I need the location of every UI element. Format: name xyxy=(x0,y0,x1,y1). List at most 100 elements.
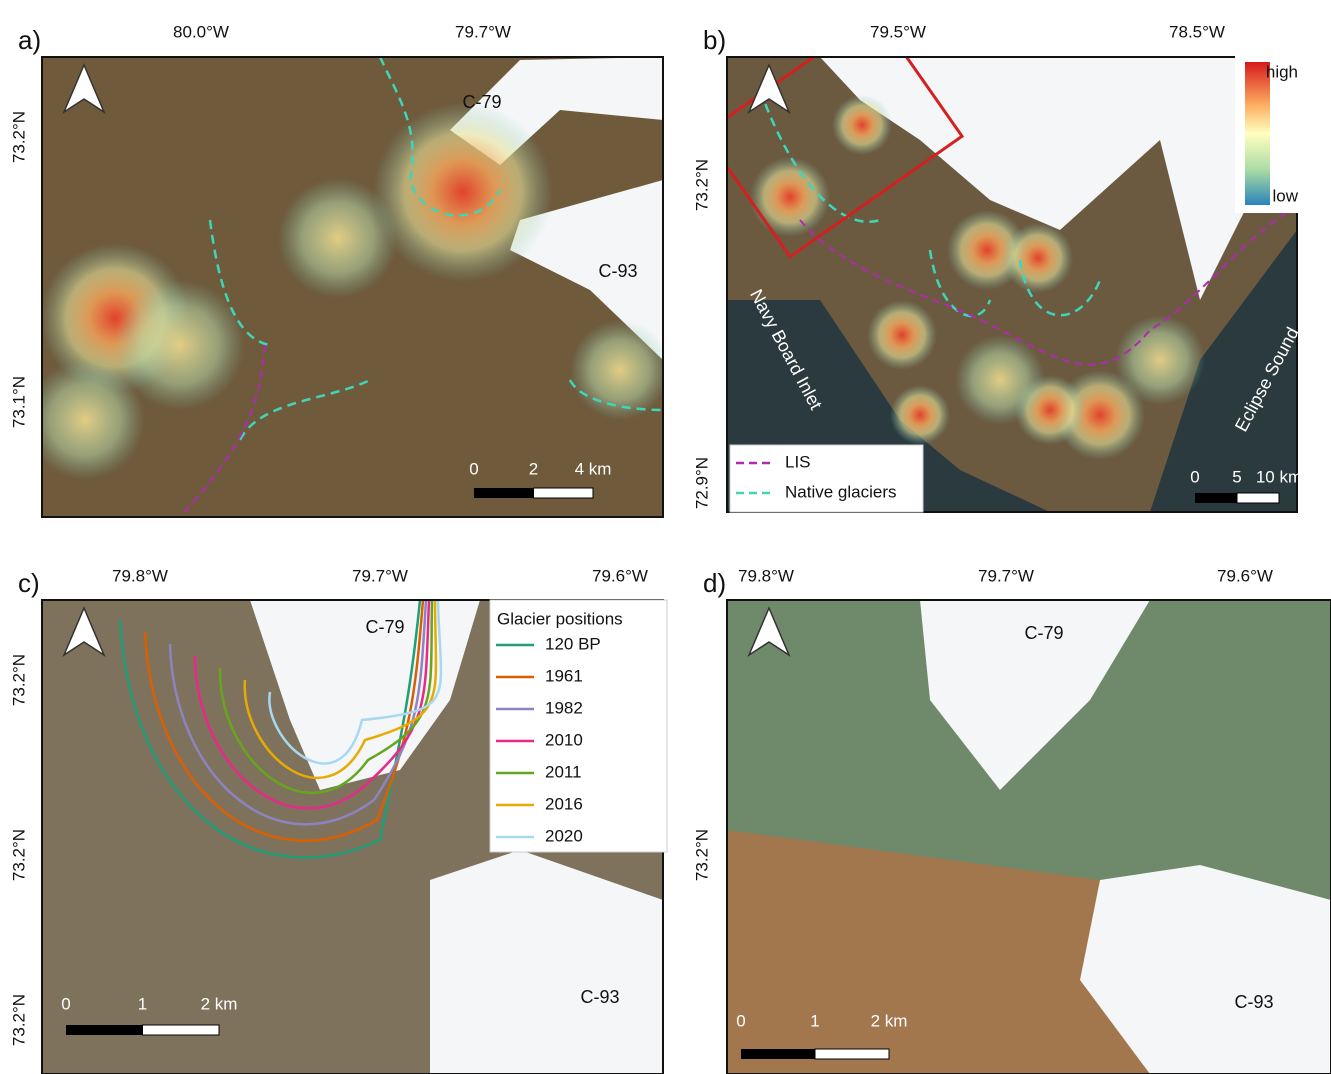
scale-label: 0 xyxy=(469,459,478,478)
legend-label: 2020 xyxy=(545,826,583,845)
native-glacier-outline xyxy=(208,57,663,441)
glacier-position xyxy=(118,600,422,859)
lat-tick-label: 72.9°N xyxy=(692,457,711,509)
glacier-position xyxy=(193,600,431,810)
scale-label: 1 xyxy=(810,1011,819,1030)
place-name: C-93 xyxy=(598,261,637,281)
lat-tick-label: 73.2°N xyxy=(692,829,711,881)
legend-label: 1982 xyxy=(545,698,583,717)
lat-tick-label: 73.2°N xyxy=(9,994,28,1046)
lat-tick-label: 73.1°N xyxy=(9,376,28,428)
place-name: C-93 xyxy=(1234,992,1273,1012)
north-arrow xyxy=(62,606,106,657)
scale-label: 2 km xyxy=(871,1011,908,1030)
panel: a) 80.0°W 79.7°W 73.2°N 73.1°N C-79 C-93 0 2 4 km xyxy=(9,22,664,518)
panel-label: a) xyxy=(18,25,41,55)
lon-tick-label: 79.7°W xyxy=(455,22,511,41)
scale-bar-black xyxy=(474,488,534,498)
glacier xyxy=(430,850,663,1074)
scale-label: 10 km xyxy=(1256,467,1302,486)
legend-label: LIS xyxy=(785,452,811,471)
scale-bar-black xyxy=(741,1049,815,1059)
scale-label: 0 xyxy=(61,994,70,1013)
map-frame xyxy=(726,56,1298,513)
map-frame xyxy=(726,599,1331,1074)
glacier-position xyxy=(268,600,443,765)
legend-label: Native glaciers xyxy=(785,482,897,501)
heat-blob xyxy=(570,320,663,420)
heat-blob xyxy=(750,157,830,237)
lon-tick-label: 79.6°W xyxy=(592,566,648,585)
legend-label: 2016 xyxy=(545,794,583,813)
heat-blob xyxy=(373,102,553,282)
heat-blob xyxy=(1003,223,1073,293)
lon-tick-label: 79.8°W xyxy=(112,566,168,585)
scale-bar-black xyxy=(66,1025,143,1035)
panel-label: d) xyxy=(703,568,726,598)
scale-label: 1 xyxy=(138,994,147,1013)
sea xyxy=(727,230,1297,512)
north-arrow xyxy=(62,63,106,114)
lon-tick-label: 79.5°W xyxy=(870,22,926,41)
legend-box xyxy=(489,599,668,853)
legend-label: 1961 xyxy=(545,666,583,685)
heat-blob xyxy=(890,385,950,445)
map-frame xyxy=(41,56,664,518)
scale-bar-white xyxy=(142,1024,220,1036)
north-arrow xyxy=(747,606,791,657)
scale-label: 2 km xyxy=(201,994,238,1013)
map xyxy=(727,57,1297,512)
colorbar-label: high xyxy=(1266,62,1298,81)
lis-outline xyxy=(179,344,266,517)
scale-bar-white xyxy=(533,487,594,499)
glacier xyxy=(920,600,1150,790)
lis-outline xyxy=(799,209,1291,366)
heat-blob xyxy=(115,280,245,410)
inset-box xyxy=(727,57,965,259)
panel-label: b) xyxy=(703,25,726,55)
panel: c) 79.8°W 79.7°W 79.6°W 73.2°N 73.2°N 73.2°N C-… xyxy=(9,566,668,1074)
lon-tick-label: 79.6°W xyxy=(1217,566,1273,585)
heat-blob xyxy=(955,335,1045,425)
lat-tick-label: 73.2°N xyxy=(9,654,28,706)
colorbar xyxy=(1245,62,1270,205)
glacier xyxy=(820,57,1297,300)
legend-label: 120 BP xyxy=(545,634,601,653)
glacier xyxy=(1080,865,1331,1074)
legend-box xyxy=(729,444,924,513)
lon-tick-label: 79.7°W xyxy=(352,566,408,585)
heat-blob xyxy=(867,300,937,370)
legend-label: 2011 xyxy=(545,762,582,781)
colorbar-label: low xyxy=(1272,186,1298,205)
place-name: C-79 xyxy=(462,92,501,112)
scale-label: 5 xyxy=(1232,467,1241,486)
heat-blob xyxy=(278,178,398,298)
scale-label: 0 xyxy=(736,1011,745,1030)
glacier-position xyxy=(243,600,438,779)
lon-tick-label: 80.0°W xyxy=(173,22,229,41)
place-name: C-93 xyxy=(580,987,619,1007)
legend-title: Glacier positions xyxy=(497,609,623,628)
glacier xyxy=(510,180,663,360)
lon-tick-label: 79.8°W xyxy=(738,566,794,585)
glacier-position xyxy=(218,600,434,795)
lat-tick-label: 73.2°N xyxy=(692,159,711,211)
heat-blob xyxy=(1115,315,1205,405)
scale-label: 2 xyxy=(529,459,538,478)
map xyxy=(727,600,1331,1074)
scale-bar-white xyxy=(814,1048,890,1060)
map xyxy=(42,57,663,517)
scale-bar-white xyxy=(1236,492,1280,504)
scale-label: 4 km xyxy=(575,459,612,478)
glacier-position xyxy=(168,600,428,826)
lat-tick-label: 73.2°N xyxy=(9,829,28,881)
place-name: C-79 xyxy=(365,617,404,637)
scale-bar-black xyxy=(1195,493,1237,503)
place-name: C-79 xyxy=(1024,623,1063,643)
legend-label: 2010 xyxy=(545,730,583,749)
lat-tick-label: 73.2°N xyxy=(9,111,28,163)
panel-label: c) xyxy=(18,568,40,598)
